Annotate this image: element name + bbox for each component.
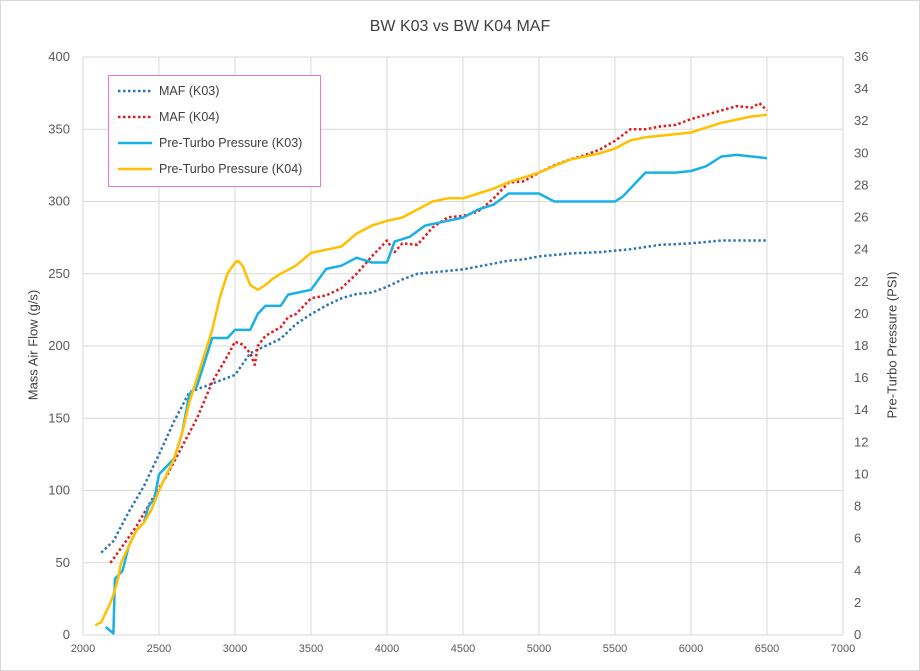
series-line-pre-turbo-pressure-k04	[94, 113, 768, 627]
x-tick-label: 7000	[831, 643, 855, 655]
legend-item-maf-k03: MAF (K03)	[117, 82, 219, 100]
y-right-tick-label: 2	[854, 595, 861, 610]
legend-label: MAF (K04)	[159, 110, 220, 124]
legend-item-pressure-k03: Pre-Turbo Pressure (K03)	[117, 134, 302, 152]
x-tick-label: 6000	[679, 643, 703, 655]
series-line-maf-k03	[100, 239, 767, 554]
x-tick-label: 2500	[147, 643, 171, 655]
y-right-tick-label: 6	[854, 531, 861, 546]
y-right-tick-label: 0	[854, 627, 861, 642]
y-left-tick-label: 0	[63, 627, 70, 642]
series-line-pre-turbo-pressure-k03	[104, 153, 768, 635]
y-left-tick-label: 250	[48, 266, 70, 281]
y-right-tick-label: 34	[854, 81, 868, 96]
y-right-tick-label: 16	[854, 370, 868, 385]
series-line-maf-k04	[109, 101, 768, 564]
y-right-tick-label: 12	[854, 434, 868, 449]
y-left-tick-label: 100	[48, 483, 70, 498]
y-right-tick-label: 10	[854, 466, 868, 481]
y-right-tick-label: 18	[854, 338, 868, 353]
y-right-tick-label: 22	[854, 274, 868, 289]
y-left-tick-label: 400	[48, 49, 70, 64]
y-right-tick-label: 30	[854, 145, 868, 160]
y-right-tick-label: 8	[854, 499, 861, 514]
y-right-tick-label: 26	[854, 210, 868, 225]
chart-title: BW K03 vs BW K04 MAF	[369, 18, 551, 35]
x-tick-label: 4000	[375, 643, 399, 655]
legend-label: Pre-Turbo Pressure (K04)	[159, 162, 303, 176]
legend-label: Pre-Turbo Pressure (K03)	[159, 136, 303, 150]
y-right-tick-label: 32	[854, 113, 868, 128]
x-tick-label: 5500	[603, 643, 627, 655]
x-tick-label: 3000	[223, 643, 247, 655]
x-tick-label: 4500	[451, 643, 475, 655]
y-left-tick-label: 350	[48, 121, 70, 136]
legend-label: MAF (K03)	[159, 84, 220, 98]
x-tick-label: 6500	[755, 643, 779, 655]
x-tick-label: 2000	[71, 643, 95, 655]
y-left-tick-label: 300	[48, 194, 70, 209]
x-tick-label: 3500	[299, 643, 323, 655]
x-tick-label: 5000	[527, 643, 551, 655]
y-right-tick-label: 28	[854, 177, 868, 192]
y-right-tick-label: 24	[854, 242, 868, 257]
y-right-tick-label: 36	[854, 49, 868, 64]
y-right-tick-label: 4	[854, 563, 861, 578]
y-right-tick-label: 14	[854, 402, 868, 417]
y-right-tick-label: 20	[854, 306, 868, 321]
legend-item-pressure-k04: Pre-Turbo Pressure (K04)	[117, 160, 302, 178]
y-left-tick-label: 150	[48, 410, 70, 425]
y-left-tick-label: 200	[48, 338, 70, 353]
y-left-tick-label: 50	[56, 555, 70, 570]
legend-item-maf-k04: MAF (K04)	[117, 108, 219, 126]
legend: MAF (K03) MAF (K04) Pre-Turbo Pressure (…	[108, 75, 321, 187]
